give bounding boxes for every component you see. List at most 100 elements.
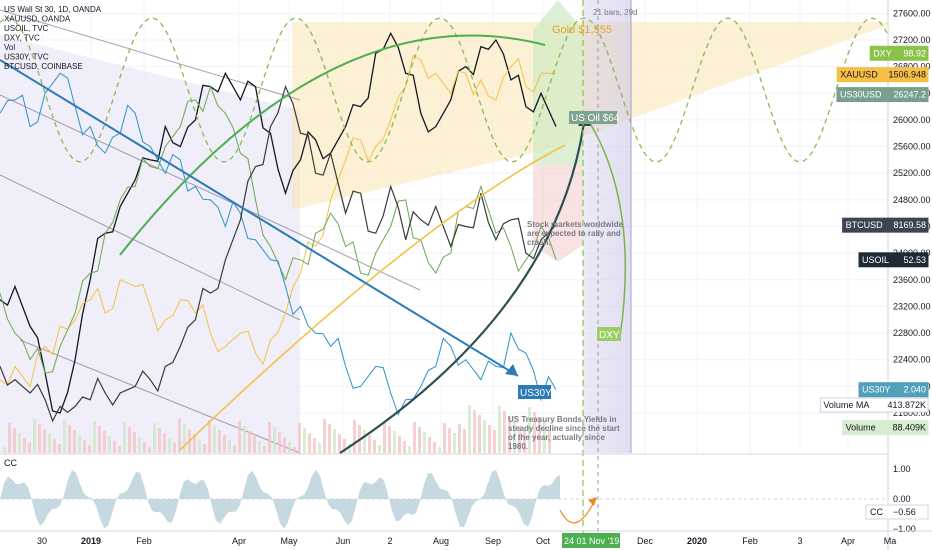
- price-badge-volume-ma: Volume MA 413.872K: [819, 397, 929, 413]
- volume-bar: [8, 423, 11, 453]
- legend-entry[interactable]: XAUUSD, OANDA: [4, 15, 71, 24]
- volume-bar: [43, 429, 46, 453]
- volume-bar: [233, 445, 236, 453]
- volume-bar: [93, 421, 96, 453]
- volume-bar: [303, 428, 306, 453]
- series-line-xauusd[interactable]: [0, 54, 556, 388]
- volume-bar: [513, 421, 516, 453]
- volume-bar: [108, 436, 111, 453]
- x-tick-label: Oct: [536, 536, 551, 546]
- annotation-bonds: US Treasury Bonds Yields in steady decli…: [508, 415, 620, 451]
- annotation-range: 21 bars, 29d: [593, 8, 637, 17]
- volume-bar: [238, 421, 241, 453]
- volume-bar: [453, 433, 456, 453]
- price-badge-btcusd: BTCUSD 8169.58: [842, 217, 929, 233]
- volume-bar: [48, 434, 51, 453]
- volume-bar: [273, 427, 276, 453]
- volume-bar: [288, 442, 291, 453]
- legend-entry[interactable]: US Wall St 30, 1D, OANDA: [4, 5, 102, 14]
- x-tick-label: May: [280, 536, 298, 546]
- svg-text:8169.58: 8169.58: [893, 220, 926, 230]
- volume-bar: [373, 440, 376, 453]
- volume-bar: [393, 431, 396, 453]
- price-badge-us30usd: US30USD 26247.2: [836, 87, 929, 103]
- volume-bar: [463, 429, 466, 453]
- volume-bar: [163, 433, 166, 453]
- x-tick-label: 30: [37, 536, 47, 546]
- volume-bar: [353, 420, 356, 453]
- indicator-value-label: CC: [870, 507, 883, 517]
- volume-bar: [473, 410, 476, 453]
- volume-bar: [413, 422, 416, 453]
- volume-bar: [448, 428, 451, 453]
- volume-bar: [383, 421, 386, 453]
- legend-entry[interactable]: DXY, TVC: [4, 34, 40, 43]
- volume-bar: [333, 429, 336, 453]
- volume-bar: [113, 441, 116, 453]
- volume-bar: [323, 419, 326, 453]
- y-tick-label: 22800.00: [893, 328, 931, 338]
- volume-bar: [228, 440, 231, 453]
- y-tick-label: 25600.00: [893, 142, 931, 152]
- time-axis-ticks[interactable]: 30 2019 Feb Apr May Jun 2 Aug Sep Oct Dec 2020 Feb 3 A…: [37, 536, 896, 546]
- volume-bar: [213, 425, 216, 453]
- volume-bar: [28, 443, 31, 453]
- volume-bar: [518, 426, 521, 453]
- volume-bar: [98, 426, 101, 453]
- volume-bar: [483, 420, 486, 453]
- series-line-us-wall-st-30[interactable]: [0, 31, 557, 414]
- series-line-dxy[interactable]: [0, 72, 557, 416]
- volume-bar: [348, 444, 351, 453]
- volume-bar: [423, 432, 426, 453]
- annotation-us30y: US30Y: [520, 388, 552, 399]
- y-tick-label: 23200.00: [893, 301, 931, 311]
- volume-bar: [258, 441, 261, 453]
- annotation-us30y-box: [518, 385, 551, 399]
- volume-bar: [428, 437, 431, 453]
- x-tick-label: Ma: [884, 536, 897, 546]
- gold-arc: [179, 144, 566, 451]
- volume-bar: [308, 433, 311, 453]
- volume-bar: [478, 415, 481, 453]
- indicator-value-box: [865, 504, 929, 520]
- time-highlight: 24 01 Nov '19: [564, 536, 619, 546]
- indicator-tick-label: 0.00: [893, 494, 911, 504]
- volume-bar: [343, 439, 346, 453]
- y-tick-label: 21600.00: [893, 408, 931, 418]
- y-tick-label: 27200.00: [893, 35, 931, 45]
- svg-text:1506.948: 1506.948: [888, 70, 926, 80]
- volume-bar: [438, 447, 441, 453]
- legend-entry[interactable]: US30Y, TVC: [4, 53, 49, 62]
- x-tick-label: 2: [387, 536, 392, 546]
- purple-channel: [0, 35, 300, 453]
- volume-bar: [23, 438, 26, 453]
- volume-bar: [533, 412, 536, 453]
- channel-lines: [0, 9, 421, 454]
- volume-bar: [363, 430, 366, 453]
- legend-entry[interactable]: USOIL, TVC: [4, 24, 49, 33]
- volume-bar: [58, 444, 61, 453]
- indicator-arrow: [559, 499, 596, 524]
- volume-bar: [53, 439, 56, 453]
- svg-text:XAUUSD: XAUUSD: [840, 70, 878, 80]
- volume-bar: [338, 434, 341, 453]
- volume-bar: [223, 435, 226, 453]
- legend-entry[interactable]: Vol: [4, 43, 15, 52]
- series-line-btcusd[interactable]: [0, 84, 557, 423]
- indicator-axis-ticks: 1.00 0.00 −1.00: [893, 464, 916, 534]
- price-badge-xauusd: XAUUSD 1506.948: [836, 67, 929, 83]
- volume-bar: [433, 442, 436, 453]
- x-tick-label: 2020: [687, 536, 707, 546]
- volume-bar: [178, 419, 181, 453]
- volume-bar: [68, 425, 71, 453]
- volume-bar: [148, 447, 151, 453]
- series-lines: [0, 31, 557, 423]
- volume-bar: [73, 430, 76, 453]
- volume-bar: [153, 423, 156, 453]
- volume-bar: [443, 423, 446, 453]
- legend-entry[interactable]: BTCUSD, COINBASE: [4, 62, 83, 71]
- price-badges: DXY 98.92 XAUUSD 1506.948 US30USD 26247.2 BTCU…: [819, 45, 929, 436]
- volume-bar: [458, 424, 461, 453]
